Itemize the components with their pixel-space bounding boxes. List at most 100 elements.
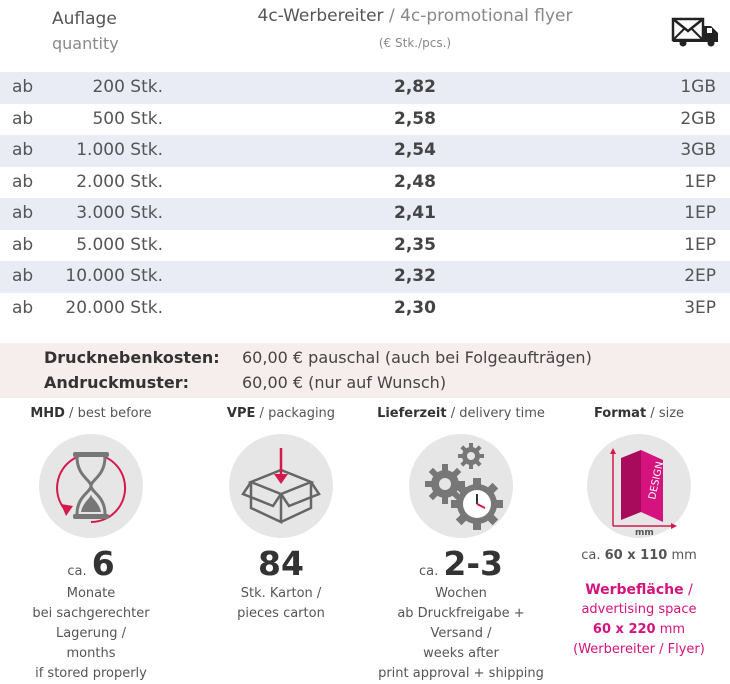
vpe-value-line: 84 bbox=[190, 544, 372, 584]
unit-heading: (€ Stk./pcs.) bbox=[378, 36, 452, 50]
feature-format: Format / size DESIGN mm ca. 60 x 110 mm … bbox=[548, 404, 730, 660]
row-price: 2,54 bbox=[394, 140, 436, 160]
mhd-heading: MHD / best before bbox=[0, 404, 182, 424]
row-shipping: 1EP bbox=[684, 203, 716, 223]
row-shipping: 3EP bbox=[684, 297, 716, 318]
advertising-area-sep: / bbox=[683, 582, 693, 598]
proof-label: Andruckmuster: bbox=[44, 373, 190, 392]
format-size-prefix: ca. bbox=[581, 548, 601, 563]
mhd-title: MHD bbox=[30, 406, 65, 421]
feature-vpe: VPE / packaging 84 Stk. Karton / pieces … bbox=[190, 404, 372, 624]
delivery-heading: Lieferzeit / delivery time bbox=[370, 404, 552, 424]
format-sep: / bbox=[646, 406, 659, 421]
hourglass-icon bbox=[39, 434, 143, 538]
mhd-subtitle: best before bbox=[77, 406, 152, 421]
row-prefix: ab bbox=[12, 203, 34, 223]
side-costs-value: 60,00 € pauschal (auch bei Folgeaufträge… bbox=[242, 348, 592, 367]
advertising-area-unit: mm bbox=[659, 622, 686, 637]
row-prefix: ab bbox=[12, 108, 34, 129]
price-header: Auflage quantity 4c-Werbereiter / 4c-pro… bbox=[0, 0, 730, 68]
table-row: ab 3.000 Stk. 2,41 1EP bbox=[0, 198, 730, 230]
format-size-unit: mm bbox=[671, 548, 697, 563]
vpe-line: pieces carton bbox=[237, 606, 325, 621]
vpe-value: 84 bbox=[258, 544, 304, 583]
row-prefix: ab bbox=[12, 297, 34, 318]
advertising-area-size: 60 x 220 mm bbox=[548, 620, 730, 640]
delivery-line: ab Druckfreigabe + Versand / bbox=[397, 606, 525, 641]
row-quantity: 200 Stk. bbox=[92, 77, 163, 97]
row-shipping: 1GB bbox=[680, 77, 716, 97]
envelope-truck-icon bbox=[671, 17, 718, 47]
quantity-heading-de: Auflage bbox=[52, 9, 117, 29]
product-heading-sep: / bbox=[383, 6, 401, 26]
row-quantity: 500 Stk. bbox=[92, 108, 163, 129]
row-prefix: ab bbox=[12, 77, 34, 97]
row-prefix: ab bbox=[12, 234, 34, 255]
advertising-area-subtitle: advertising space bbox=[581, 602, 697, 617]
delivery-prefix: ca. bbox=[419, 564, 439, 579]
advertising-area-title: Werbefläche bbox=[585, 582, 684, 598]
flyer-mm-text: mm bbox=[635, 528, 654, 538]
row-shipping: 1EP bbox=[684, 171, 716, 192]
gears-clock-icon bbox=[409, 434, 513, 538]
delivery-value: 2-3 bbox=[443, 544, 503, 583]
advertising-area-value: 60 x 220 bbox=[592, 622, 656, 637]
vpe-title: VPE bbox=[226, 406, 256, 421]
format-heading: Format / size bbox=[548, 404, 730, 424]
flyer-design-icon: DESIGN mm bbox=[587, 434, 691, 538]
row-quantity: 2.000 Stk. bbox=[76, 171, 163, 192]
product-heading: 4c-Werbereiter / 4c-promotional flyer bbox=[0, 6, 730, 26]
proof-value: 60,00 € (nur auf Wunsch) bbox=[242, 373, 447, 392]
delivery-sep: / bbox=[446, 406, 460, 421]
mhd-value-line: ca. 6 bbox=[0, 544, 182, 584]
feature-mhd: MHD / best before ca. 6 Monate bei sachg… bbox=[0, 404, 182, 684]
mhd-line: if stored properly bbox=[35, 666, 147, 681]
vpe-line: Stk. Karton / bbox=[240, 586, 322, 601]
row-prefix: ab bbox=[12, 171, 34, 192]
table-row: ab 10.000 Stk. 2,32 2EP bbox=[0, 261, 730, 293]
mhd-value: 6 bbox=[91, 544, 115, 583]
delivery-line: weeks after bbox=[423, 646, 499, 661]
mhd-line: bei sachgerechter Lagerung / bbox=[32, 606, 150, 641]
delivery-line: Wochen bbox=[435, 586, 487, 601]
table-row: ab 500 Stk. 2,58 2GB bbox=[0, 104, 730, 136]
row-quantity: 5.000 Stk. bbox=[76, 234, 163, 255]
vpe-subtitle: packaging bbox=[268, 406, 336, 421]
row-price: 2,32 bbox=[394, 266, 436, 286]
advertising-area-heading: Werbefläche / bbox=[548, 580, 730, 600]
format-title: Format bbox=[593, 406, 647, 421]
proof-row: Andruckmuster: 60,00 € (nur auf Wunsch) bbox=[0, 371, 730, 395]
row-shipping: 1EP bbox=[684, 234, 716, 255]
row-price: 2,30 bbox=[394, 297, 436, 318]
table-row: ab 5.000 Stk. 2,35 1EP bbox=[0, 230, 730, 262]
mhd-line: Monate bbox=[66, 586, 116, 601]
delivery-subtitle: delivery time bbox=[459, 406, 545, 421]
delivery-line: print approval + shipping bbox=[378, 666, 544, 681]
side-costs-label: Drucknebenkosten: bbox=[44, 348, 220, 367]
delivery-title: Lieferzeit bbox=[377, 406, 447, 421]
delivery-value-line: ca. 2-3 bbox=[370, 544, 552, 584]
advertising-area-note: (Werbereiter / Flyer) bbox=[573, 642, 705, 657]
format-size-value: 60 x 110 bbox=[604, 548, 668, 563]
product-heading-de: 4c-Werbereiter bbox=[257, 6, 384, 26]
mhd-line: months bbox=[66, 646, 116, 661]
row-price: 2,35 bbox=[394, 234, 436, 255]
row-price: 2,41 bbox=[394, 203, 436, 223]
box-icon bbox=[229, 434, 333, 538]
mhd-prefix: ca. bbox=[67, 564, 87, 579]
row-prefix: ab bbox=[12, 140, 34, 160]
format-size-line: ca. 60 x 110 mm bbox=[548, 546, 730, 566]
row-price: 2,58 bbox=[394, 108, 436, 129]
row-prefix: ab bbox=[12, 266, 34, 286]
vpe-heading: VPE / packaging bbox=[190, 404, 372, 424]
mhd-sep: / bbox=[64, 406, 78, 421]
table-row: ab 20.000 Stk. 2,30 3EP bbox=[0, 293, 730, 325]
vpe-sep: / bbox=[255, 406, 269, 421]
table-row: ab 200 Stk. 2,82 1GB bbox=[0, 72, 730, 104]
side-costs-row: Drucknebenkosten: 60,00 € pauschal (auch… bbox=[0, 346, 730, 370]
format-subtitle: size bbox=[658, 406, 685, 421]
row-shipping: 2EP bbox=[684, 266, 716, 286]
row-shipping: 3GB bbox=[680, 140, 716, 160]
table-row: ab 1.000 Stk. 2,54 3GB bbox=[0, 135, 730, 167]
row-quantity: 10.000 Stk. bbox=[65, 266, 163, 286]
